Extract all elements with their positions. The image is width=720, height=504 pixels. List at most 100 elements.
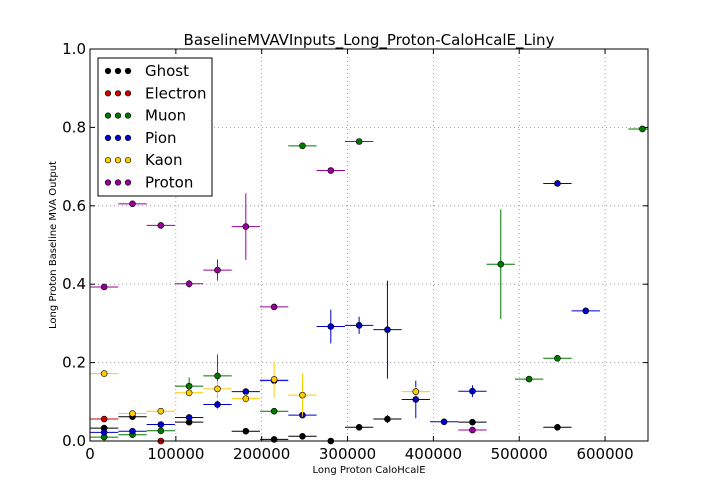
legend-marker xyxy=(124,67,132,75)
data-point xyxy=(203,400,232,409)
data-point xyxy=(288,142,317,150)
point-marker xyxy=(100,415,108,423)
point-marker xyxy=(582,307,590,315)
data-point xyxy=(316,309,345,344)
legend-item-muon: Muon xyxy=(104,107,186,125)
point-marker xyxy=(270,436,278,443)
point-marker xyxy=(242,223,250,230)
legend-marker xyxy=(114,134,122,141)
point-marker xyxy=(242,395,250,402)
point-marker xyxy=(355,322,363,329)
legend-item-proton: Proton xyxy=(104,174,193,192)
data-point xyxy=(373,280,402,379)
series-muon xyxy=(90,125,648,441)
data-point xyxy=(288,432,317,440)
x-tick-label: 100000 xyxy=(147,445,204,463)
legend-marker xyxy=(104,112,112,119)
series-kaon xyxy=(90,361,430,417)
point-marker xyxy=(242,427,250,435)
series-proton xyxy=(90,167,487,434)
data-point xyxy=(344,316,374,334)
data-point xyxy=(203,259,232,281)
x-tick-label: 600000 xyxy=(576,445,633,463)
legend-label: Proton xyxy=(145,174,193,192)
data-point xyxy=(90,370,119,377)
legend-marker xyxy=(104,90,112,97)
data-point xyxy=(231,193,260,260)
data-point xyxy=(174,414,204,421)
data-point xyxy=(628,125,648,133)
data-point xyxy=(259,303,289,311)
data-point xyxy=(174,418,204,426)
point-marker xyxy=(129,427,136,435)
legend-marker xyxy=(124,179,132,186)
point-marker xyxy=(554,423,561,431)
legend: Ghost Electron Muon Pion Kaon Proton xyxy=(97,57,213,197)
legend-marker xyxy=(104,179,112,186)
point-marker xyxy=(469,426,476,434)
point-marker xyxy=(384,326,391,333)
data-point xyxy=(259,436,289,443)
point-marker xyxy=(100,370,108,377)
data-point xyxy=(458,418,487,426)
data-point xyxy=(259,361,289,398)
point-marker xyxy=(157,421,165,428)
point-marker xyxy=(554,354,561,362)
y-tick-label: 1.0 xyxy=(62,40,86,58)
point-marker xyxy=(100,283,108,291)
axis-ticks: 0 100000 200000 300000 400000 500000 600000 0.0… xyxy=(62,40,648,463)
point-marker xyxy=(214,372,221,380)
point-marker xyxy=(214,385,221,393)
legend-label: Electron xyxy=(145,84,207,102)
x-tick-label: 0 xyxy=(85,445,95,463)
legend-label: Muon xyxy=(145,107,186,125)
data-point xyxy=(486,209,515,320)
point-marker xyxy=(270,303,278,311)
point-marker xyxy=(299,142,306,150)
data-point xyxy=(288,373,317,417)
legend-marker xyxy=(124,90,132,97)
data-point xyxy=(174,388,204,397)
point-marker xyxy=(129,200,136,208)
data-point xyxy=(458,385,487,398)
data-point xyxy=(146,427,175,435)
point-marker xyxy=(525,375,533,383)
data-point xyxy=(203,381,232,397)
legend-label: Ghost xyxy=(145,62,189,80)
data-point xyxy=(146,222,175,229)
point-marker xyxy=(270,376,278,383)
x-tick-label: 300000 xyxy=(319,445,376,463)
data-point xyxy=(146,407,175,415)
data-point xyxy=(203,354,232,398)
point-marker xyxy=(157,222,165,229)
data-point xyxy=(344,423,374,431)
point-marker xyxy=(299,432,306,440)
legend-marker xyxy=(114,67,122,75)
legend-item-ghost: Ghost xyxy=(104,62,189,80)
y-tick-label: 0.4 xyxy=(62,275,86,293)
legend-marker xyxy=(114,90,122,97)
legend-marker xyxy=(124,112,132,119)
data-point xyxy=(543,354,572,362)
data-point xyxy=(90,415,119,423)
legend-marker xyxy=(104,134,112,141)
legend-marker xyxy=(114,157,122,164)
data-point xyxy=(118,427,147,435)
plot-frame xyxy=(89,48,649,442)
data-point xyxy=(231,427,260,435)
point-marker xyxy=(299,391,306,399)
point-marker xyxy=(242,388,250,395)
data-point xyxy=(146,421,175,428)
point-marker xyxy=(469,418,476,426)
point-marker xyxy=(185,280,193,288)
point-marker xyxy=(185,382,193,390)
data-point xyxy=(401,380,430,419)
data-point xyxy=(118,200,147,208)
y-tick-label: 0.2 xyxy=(62,354,86,372)
point-marker xyxy=(412,396,420,403)
data-point xyxy=(90,283,119,291)
legend-label: Pion xyxy=(145,129,177,147)
data-point xyxy=(118,410,147,417)
x-tick-label: 400000 xyxy=(405,445,462,463)
